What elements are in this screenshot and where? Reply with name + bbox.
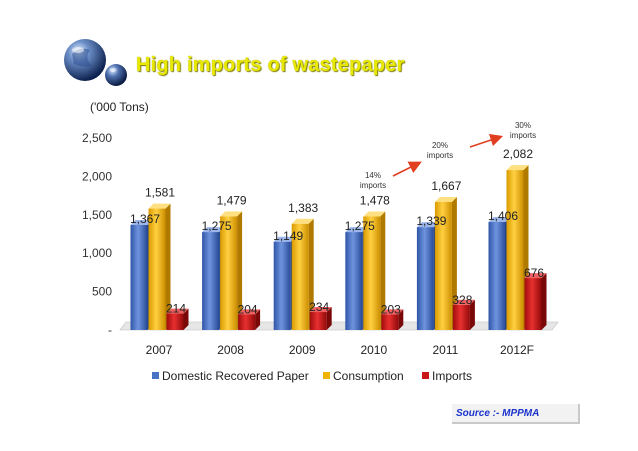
bar-consumption-2010 <box>363 211 386 330</box>
bar-series-group <box>130 165 547 330</box>
bar-imports-2012F <box>524 273 547 330</box>
legend-item-imports: Imports <box>422 369 472 383</box>
y-tick-label: 1,000 <box>82 246 112 260</box>
x-tick-label: 2010 <box>360 343 387 357</box>
y-tick-label: - <box>108 323 112 337</box>
y-tick-label: 2,500 <box>82 131 112 145</box>
data-label-consumption: 1,581 <box>145 186 175 200</box>
data-labels: 1,367 1,581 214 1,275 1,479 204 1,149 1,383 234 1… <box>130 147 544 316</box>
data-label-imports: 676 <box>524 266 544 280</box>
bar-consumption-2009 <box>291 218 314 330</box>
bar-imports-2009 <box>309 307 332 330</box>
data-label-imports: 234 <box>309 300 329 314</box>
data-label-consumption: 1,667 <box>431 179 461 193</box>
data-label-imports: 203 <box>381 302 401 316</box>
bar-imports-2008 <box>238 309 261 330</box>
bar-imports-2007 <box>166 308 189 330</box>
bar-consumption-2011 <box>434 196 457 330</box>
legend-label: Consumption <box>333 369 404 383</box>
data-label-domestic: 1,275 <box>345 219 375 233</box>
annotations: 14% imports 20% imports 30% imports <box>360 121 536 190</box>
unit-label: ('000 Tons) <box>90 100 149 114</box>
y-tick-label: 1,500 <box>82 208 112 222</box>
x-tick-label: 2011 <box>432 343 458 357</box>
data-label-domestic: 1,367 <box>130 212 160 226</box>
legend-swatch <box>323 372 330 379</box>
data-label-consumption: 1,383 <box>288 201 318 215</box>
annotation-text: 14% imports <box>360 171 386 190</box>
y-tick-label: 500 <box>92 285 112 299</box>
data-label-imports: 204 <box>238 302 258 316</box>
data-label-domestic: 1,406 <box>488 209 518 223</box>
legend-label: Domestic Recovered Paper <box>162 369 309 383</box>
slide-title: High imports of wastepaper <box>136 54 405 76</box>
y-axis: - 500 1,000 1,500 2,000 2,500 <box>82 131 112 337</box>
legend-swatch <box>422 372 429 379</box>
legend-swatch <box>152 372 159 379</box>
bar-consumption-2007 <box>148 203 171 330</box>
data-label-imports: 328 <box>452 293 472 307</box>
annotation-text: 20% imports <box>427 141 453 160</box>
y-tick-label: 2,000 <box>82 169 112 183</box>
annotation-arrow <box>392 161 422 177</box>
legend-item-consumption: Consumption <box>323 369 404 383</box>
legend-label: Imports <box>432 369 472 383</box>
data-label-domestic: 1,275 <box>202 219 232 233</box>
data-label-consumption: 1,478 <box>360 193 390 207</box>
bar-imports-2011 <box>452 299 475 330</box>
x-tick-label: 2012F <box>500 343 534 357</box>
x-tick-label: 2008 <box>217 343 244 357</box>
legend-item-domestic: Domestic Recovered Paper <box>152 369 309 383</box>
bar-consumption-2008 <box>220 211 243 330</box>
annotation-text: 30% imports <box>510 121 536 140</box>
data-label-domestic: 1,339 <box>416 214 446 228</box>
globe-logo-icon <box>64 39 127 86</box>
annotation-arrow <box>469 133 504 148</box>
x-axis-labels: 2007 2008 2009 2010 2011 2012F <box>146 343 534 357</box>
x-tick-label: 2009 <box>289 343 316 357</box>
data-label-domestic: 1,149 <box>273 229 303 243</box>
data-label-consumption: 2,082 <box>503 147 533 161</box>
x-tick-label: 2007 <box>146 343 173 357</box>
legend: Domestic Recovered Paper Consumption Impor… <box>152 369 472 383</box>
source-note: Source :- MPPMA <box>452 404 580 424</box>
bar-imports-2010 <box>381 309 404 330</box>
data-label-imports: 214 <box>166 302 186 316</box>
data-label-consumption: 1,479 <box>217 193 247 207</box>
